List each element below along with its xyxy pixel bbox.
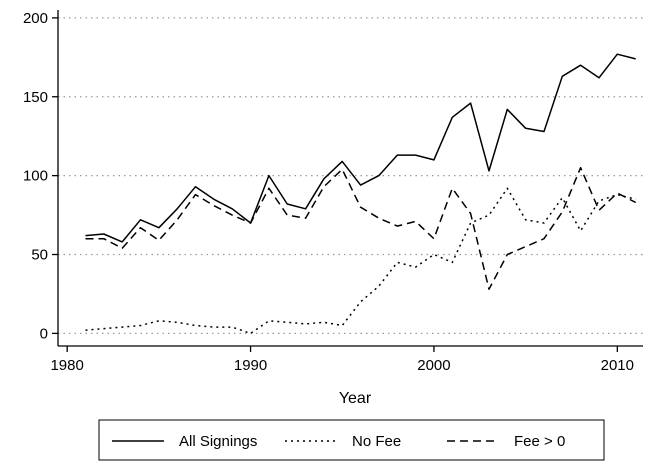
series-line-0 [85,53,636,243]
legend: All Signings No Fee Fee > 0 [98,419,605,461]
y-tick-label-2: 100 [23,168,48,185]
y-tick-label-1: 50 [31,247,48,264]
legend-label-0: All Signings [179,433,257,450]
x-tick-label-0: 1980 [50,357,83,374]
series-line-2 [85,166,637,290]
x-axis-ticks: 1980 1990 2000 2010 [50,346,634,374]
y-tick-label-0: 0 [40,325,48,342]
y-axis-ticks: 0 50 100 150 200 [23,10,58,342]
x-tick-label-3: 2010 [601,357,634,374]
y-tick-label-3: 150 [23,89,48,106]
series-line-1 [85,187,636,335]
y-tick-label-4: 200 [23,10,48,27]
axes [57,10,643,347]
legend-box [98,419,605,461]
series-lines [85,53,637,335]
legend-label-1: No Fee [352,433,401,450]
x-tick-label-2: 2000 [417,357,450,374]
gridlines [58,17,643,334]
x-tick-label-1: 1990 [234,357,267,374]
x-axis-title: Year [339,390,372,407]
legend-label-2: Fee > 0 [514,433,565,450]
